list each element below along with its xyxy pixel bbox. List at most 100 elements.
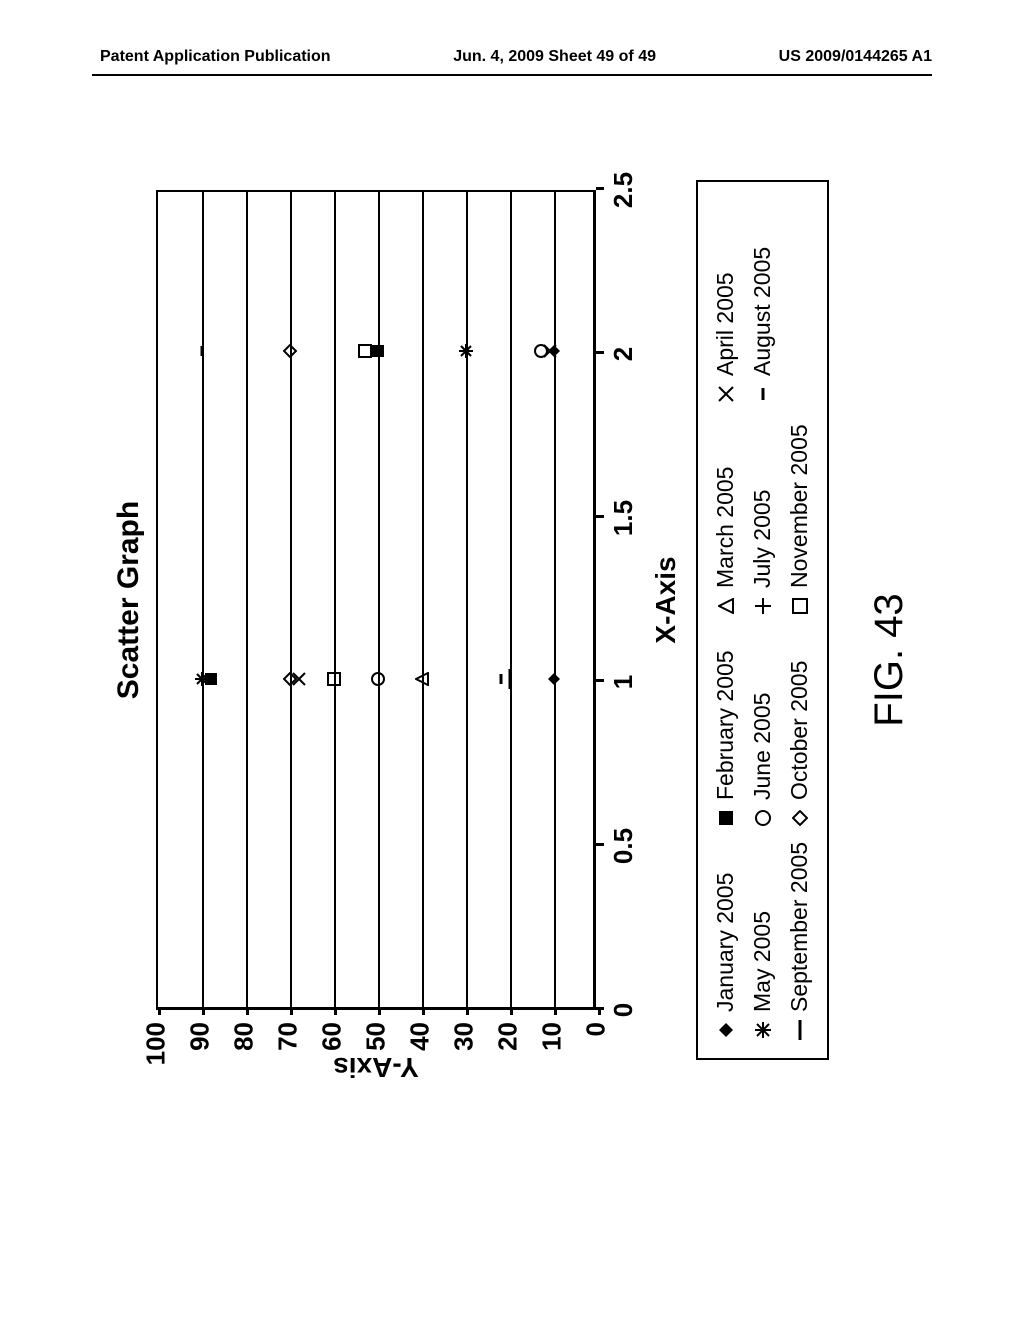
y-tick-label: 10 — [537, 1022, 568, 1051]
y-tick-mark — [554, 1007, 557, 1015]
y-tick-label: 90 — [185, 1022, 216, 1051]
y-tick-mark — [290, 1007, 293, 1015]
x-tick-mark — [596, 351, 604, 354]
data-point — [195, 672, 209, 686]
legend-item: April 2005 — [712, 200, 739, 404]
gridline — [334, 192, 336, 1007]
header-rule — [92, 74, 932, 76]
legend: January 2005 February 2005 March 2005 April… — [696, 180, 829, 1060]
gridline — [554, 192, 556, 1007]
data-point — [283, 672, 297, 686]
legend-label: November 2005 — [786, 424, 813, 588]
x-tick-label: 1.5 — [608, 500, 639, 536]
y-tick-label: 20 — [493, 1022, 524, 1051]
y-tick-mark — [334, 1007, 337, 1015]
triangle-open-icon — [716, 596, 736, 616]
square-open-icon — [790, 596, 810, 616]
gridline — [246, 192, 248, 1007]
y-tick-mark — [422, 1007, 425, 1015]
y-tick-label: 80 — [229, 1022, 260, 1051]
data-point — [358, 344, 372, 358]
chart-title: Scatter Graph — [112, 140, 146, 1060]
asterisk-icon — [753, 1020, 773, 1040]
legend-label: April 2005 — [712, 272, 739, 376]
data-point — [371, 344, 385, 358]
legend-label: March 2005 — [712, 467, 739, 588]
data-point — [459, 344, 473, 358]
y-tick-mark — [510, 1007, 513, 1015]
x-tick-label: 0 — [608, 1003, 639, 1017]
legend-item: March 2005 — [712, 412, 739, 616]
legend-item: October 2005 — [786, 624, 813, 828]
data-point — [503, 669, 517, 689]
legend-label: June 2005 — [749, 693, 776, 800]
x-tick-mark — [596, 679, 604, 682]
gridline — [290, 192, 292, 1007]
x-tick-label: 0.5 — [608, 828, 639, 864]
figure-inner: Scatter Graph Y-Axis X-Axis 010203040506… — [72, 140, 952, 1180]
y-tick-label: 50 — [361, 1022, 392, 1051]
data-point — [371, 672, 385, 686]
diamond-open-icon — [790, 808, 810, 828]
legend-item: May 2005 — [749, 836, 776, 1040]
data-point — [327, 672, 341, 686]
legend-item: August 2005 — [749, 200, 776, 404]
y-tick-mark — [202, 1007, 205, 1015]
plot-area — [156, 190, 596, 1010]
legend-item: November 2005 — [786, 412, 813, 616]
legend-label: July 2005 — [749, 490, 776, 588]
gridline — [510, 192, 512, 1007]
page-header: Patent Application Publication Jun. 4, 2… — [0, 48, 1024, 66]
dash-icon — [753, 384, 773, 404]
legend-label: February 2005 — [712, 650, 739, 800]
x-tick-label: 1 — [608, 675, 639, 689]
y-tick-label: 0 — [581, 1022, 612, 1036]
long-dash-icon — [790, 1020, 810, 1040]
figure-label: FIG. 43 — [867, 593, 912, 726]
x-tick-mark — [596, 515, 604, 518]
x-tick-mark — [596, 843, 604, 846]
x-tick-mark — [596, 1007, 604, 1010]
legend-item: June 2005 — [749, 624, 776, 828]
gridline — [422, 192, 424, 1007]
gridline — [378, 192, 380, 1007]
x-tick-label: 2.5 — [608, 172, 639, 208]
y-tick-mark — [378, 1007, 381, 1015]
header-left: Patent Application Publication — [100, 48, 331, 66]
y-tick-mark — [158, 1007, 161, 1015]
y-tick-label: 30 — [449, 1022, 480, 1051]
scatter-chart: Y-Axis X-Axis 010203040506070809010000.5… — [156, 190, 596, 1010]
legend-label: January 2005 — [712, 873, 739, 1012]
plus-icon — [753, 596, 773, 616]
gridline — [466, 192, 468, 1007]
square-filled-icon — [716, 808, 736, 828]
legend-label: September 2005 — [786, 842, 813, 1012]
x-tick-mark — [596, 187, 604, 190]
y-tick-label: 70 — [273, 1022, 304, 1051]
y-tick-label: 100 — [141, 1022, 172, 1065]
data-point — [534, 344, 548, 358]
x-axis-label: X-Axis — [650, 556, 682, 643]
data-point — [195, 344, 209, 358]
figure-rotated-container: Scatter Graph Y-Axis X-Axis 010203040506… — [0, 220, 1024, 1100]
data-point — [415, 672, 429, 686]
legend-item: January 2005 — [712, 836, 739, 1040]
legend-label: October 2005 — [786, 661, 813, 800]
x-icon — [716, 384, 736, 404]
y-tick-mark — [246, 1007, 249, 1015]
circle-open-icon — [753, 808, 773, 828]
legend-item: September 2005 — [786, 836, 813, 1040]
data-point — [283, 344, 297, 358]
y-tick-label: 40 — [405, 1022, 436, 1051]
gridline — [202, 192, 204, 1007]
y-tick-mark — [466, 1007, 469, 1015]
header-right: US 2009/0144265 A1 — [779, 48, 932, 66]
diamond-filled-icon — [716, 1020, 736, 1040]
data-point — [547, 672, 561, 686]
legend-label: August 2005 — [749, 247, 776, 376]
header-center: Jun. 4, 2009 Sheet 49 of 49 — [453, 48, 656, 66]
legend-item: July 2005 — [749, 412, 776, 616]
x-tick-label: 2 — [608, 347, 639, 361]
y-axis-label: Y-Axis — [333, 1051, 419, 1083]
y-tick-label: 60 — [317, 1022, 348, 1051]
